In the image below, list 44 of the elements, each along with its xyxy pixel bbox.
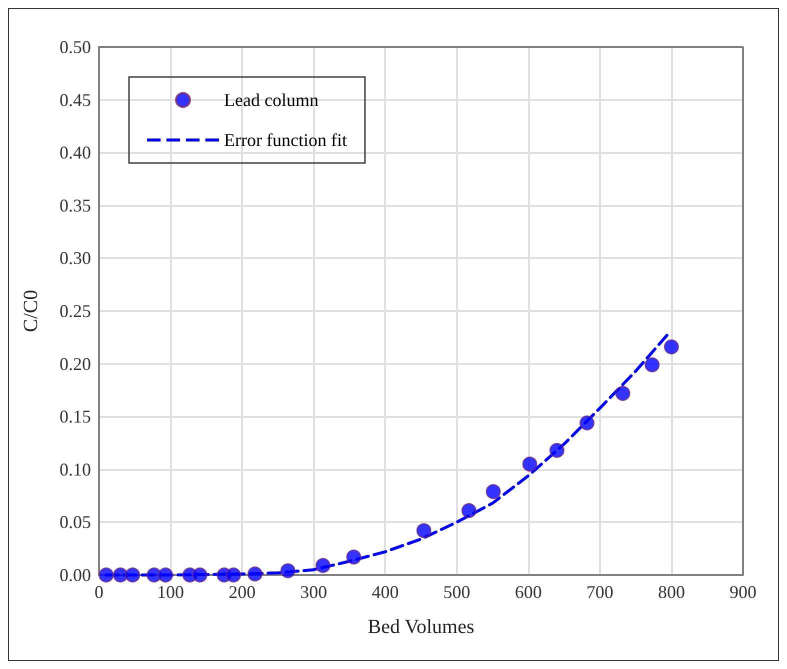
y-tick-label: 0.20: [60, 354, 91, 374]
x-tick-label: 500: [443, 582, 470, 602]
y-tick-label: 0.30: [60, 248, 91, 268]
point: [644, 357, 660, 372]
point: [549, 442, 564, 458]
point: [112, 568, 128, 582]
point: [280, 563, 296, 578]
y-tick-label: 0.50: [60, 37, 91, 57]
y-tick-label: 0.15: [60, 406, 91, 427]
point: [125, 568, 140, 582]
point: [615, 386, 630, 401]
x-tick-label: 200: [228, 582, 256, 602]
point: [486, 484, 501, 500]
legend-label: Lead column: [224, 90, 318, 110]
x-tick-label: 700: [586, 582, 614, 602]
y-tick-label: 0.45: [60, 90, 91, 110]
x-tick-label: 300: [300, 582, 328, 602]
point: [580, 415, 595, 430]
legend-label: Error function fit: [224, 130, 347, 150]
x-tick-label: 900: [730, 582, 756, 602]
point: [158, 568, 174, 582]
point: [522, 456, 538, 472]
y-tick-label: 0.10: [60, 459, 91, 480]
y-tick-label: 0.25: [60, 301, 91, 321]
y-axis-title: C/C0: [20, 290, 42, 332]
point: [416, 523, 432, 538]
y-tick-label: 0.35: [60, 195, 91, 216]
y-tick-label: 0.40: [60, 142, 91, 163]
point: [192, 568, 208, 582]
y-tick-label: 0.00: [60, 565, 91, 585]
point: [346, 550, 362, 565]
x-tick-label: 400: [372, 582, 399, 602]
point: [664, 339, 679, 354]
x-axis-title: Bed Volumes: [368, 616, 474, 638]
x-tick-label: 800: [658, 582, 685, 602]
point: [461, 503, 476, 518]
x-tick-label: 100: [157, 582, 184, 602]
x-tick-label: 600: [514, 582, 542, 602]
point: [315, 558, 330, 573]
point: [226, 568, 242, 582]
point: [98, 568, 114, 582]
y-tick-label: 0.05: [60, 512, 91, 532]
point: [248, 566, 262, 582]
x-tick-label: 0: [94, 582, 104, 602]
